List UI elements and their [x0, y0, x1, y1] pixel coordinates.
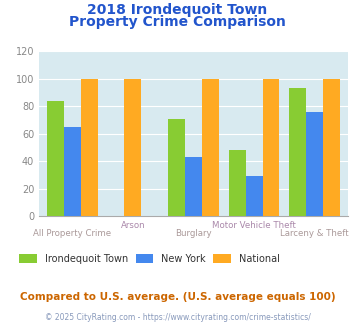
Bar [47, 101, 64, 216]
Bar [306, 112, 323, 216]
Bar [246, 176, 262, 216]
Bar [81, 79, 98, 216]
Text: 2018 Irondequoit Town: 2018 Irondequoit Town [87, 3, 268, 17]
Bar [202, 79, 219, 216]
Bar [229, 150, 246, 216]
Text: Motor Vehicle Theft: Motor Vehicle Theft [212, 221, 296, 230]
Bar [289, 88, 306, 216]
Bar [262, 79, 279, 216]
Text: Compared to U.S. average. (U.S. average equals 100): Compared to U.S. average. (U.S. average … [20, 292, 335, 302]
Text: Larceny & Theft: Larceny & Theft [280, 229, 349, 238]
Text: Burglary: Burglary [175, 229, 212, 238]
Bar [323, 79, 340, 216]
Bar [168, 118, 185, 216]
Legend: Irondequoit Town, New York, National: Irondequoit Town, New York, National [16, 249, 283, 267]
Bar [185, 157, 202, 216]
Bar [64, 127, 81, 216]
Text: © 2025 CityRating.com - https://www.cityrating.com/crime-statistics/: © 2025 CityRating.com - https://www.city… [45, 313, 310, 322]
Text: All Property Crime: All Property Crime [33, 229, 111, 238]
Text: Property Crime Comparison: Property Crime Comparison [69, 15, 286, 29]
Bar [125, 79, 141, 216]
Text: Arson: Arson [121, 221, 145, 230]
